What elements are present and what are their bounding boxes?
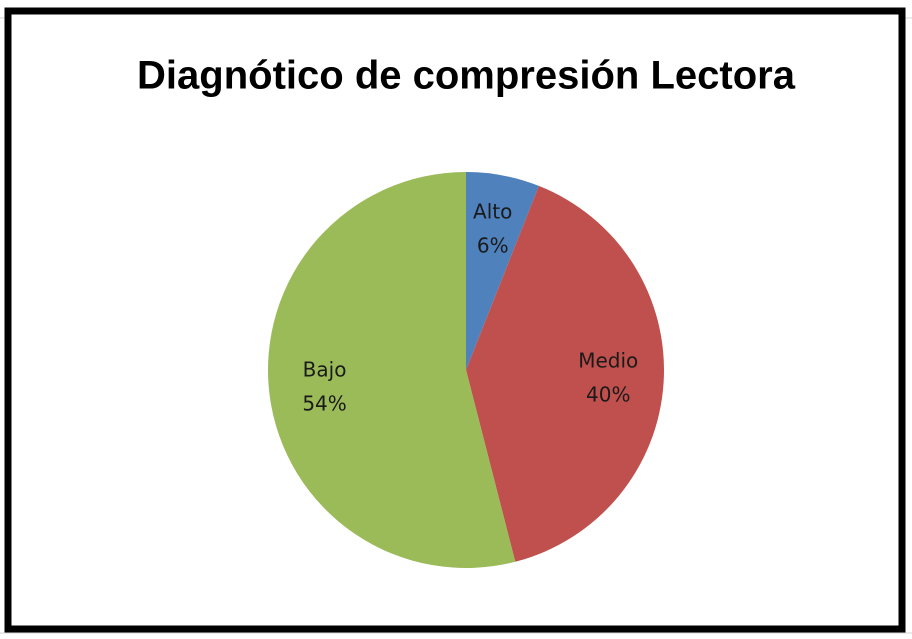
pie-slice [466,172,539,370]
chart-title: Diagnótico de compresión Lectora [137,54,796,98]
pie-slice [267,172,516,568]
slice-value-label: 54% [302,391,346,415]
slice-category-label: Bajo [303,357,347,381]
pie-slice [466,185,664,562]
slice-value-label: 6% [477,233,509,257]
slice-category-label: Medio [578,348,638,372]
slice-category-label: Alto [473,199,512,223]
slice-value-label: 40% [586,382,630,406]
